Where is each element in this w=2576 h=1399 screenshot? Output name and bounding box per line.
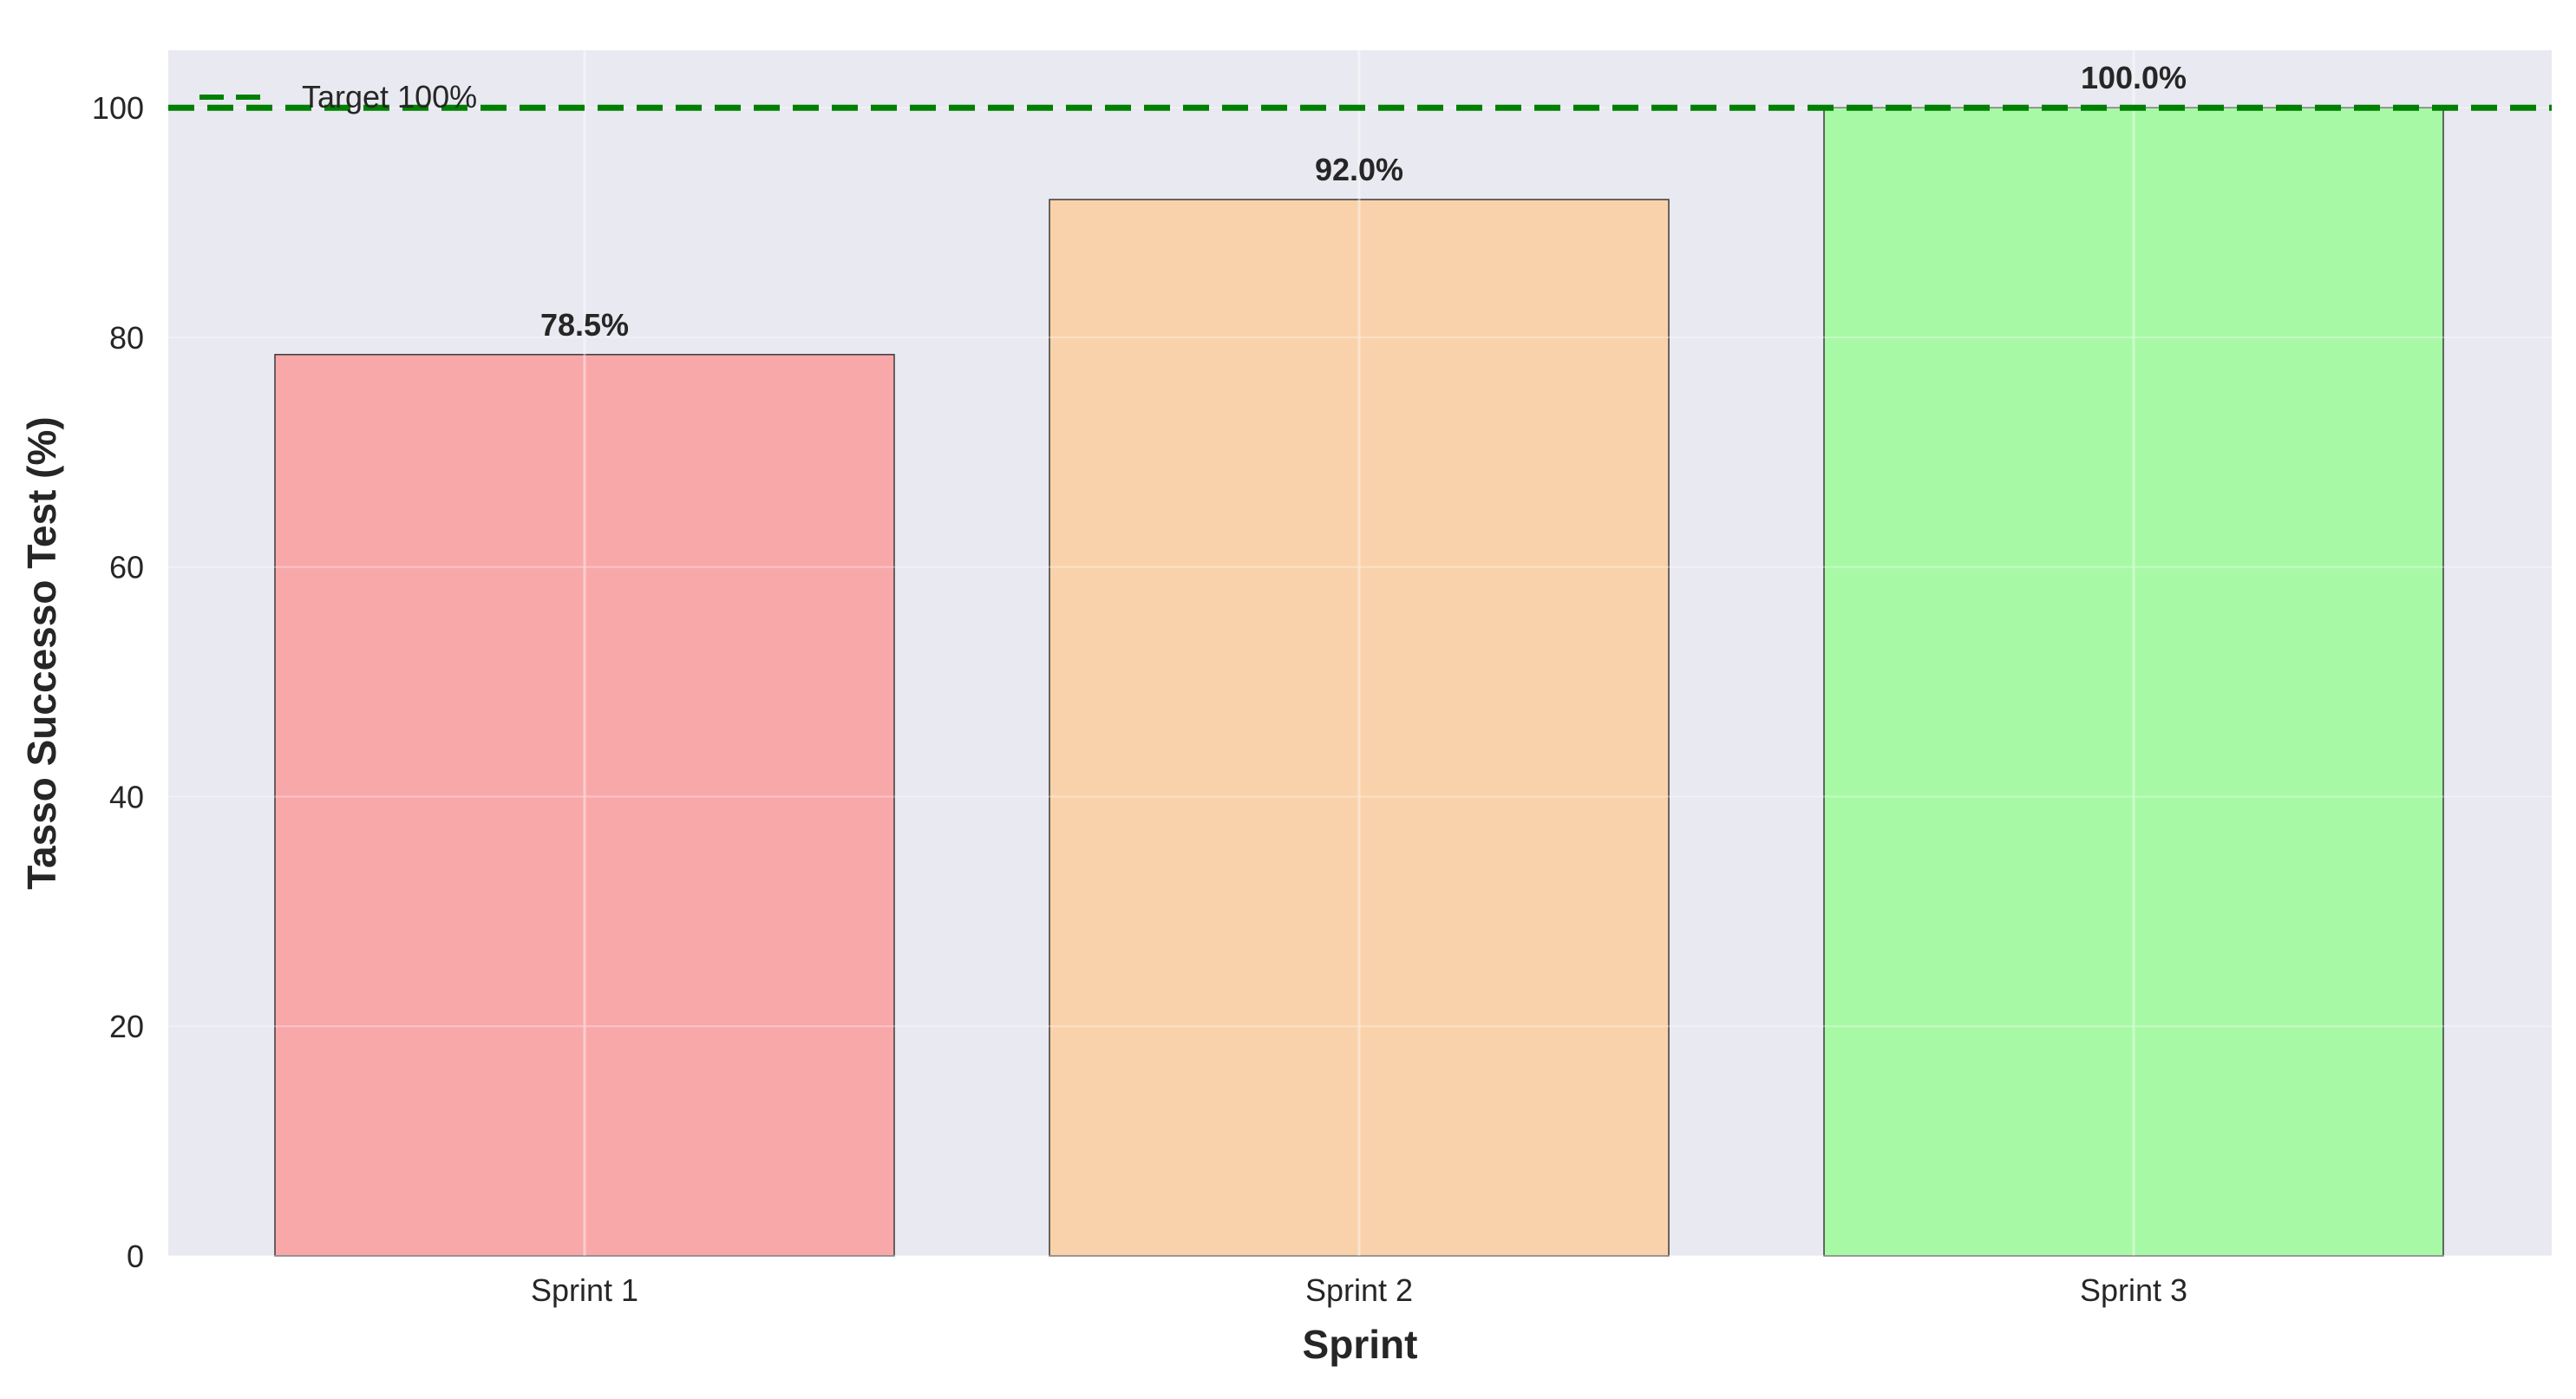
y-tick-label: 80: [109, 320, 144, 356]
data-label: 78.5%: [540, 307, 629, 343]
x-tick-label: Sprint 1: [531, 1272, 638, 1308]
x-tick-label: Sprint 2: [1305, 1272, 1413, 1308]
x-tick-label: Sprint 3: [2080, 1272, 2187, 1308]
bar: [1823, 107, 2444, 1257]
data-labels: 78.5% 92.0% 100.0%: [540, 60, 2187, 343]
legend: Target 100%: [199, 79, 477, 114]
x-axis-ticks: Sprint 1 Sprint 2 Sprint 3: [531, 1272, 2187, 1308]
legend-label: Target 100%: [302, 79, 477, 114]
bars: [274, 107, 2444, 1257]
y-tick-label: 100: [92, 90, 144, 126]
data-label: 92.0%: [1315, 152, 1403, 187]
x-axis-label: Sprint: [1303, 1322, 1418, 1367]
bar: [1049, 199, 1670, 1257]
y-axis-label: Tasso Successo Test (%): [19, 416, 64, 889]
data-label: 100.0%: [2081, 60, 2187, 95]
y-tick-label: 0: [127, 1239, 144, 1274]
bar: [274, 354, 895, 1257]
y-tick-label: 60: [109, 550, 144, 585]
y-axis-ticks: 0 20 40 60 80 100: [92, 90, 144, 1274]
y-tick-label: 20: [109, 1009, 144, 1044]
y-tick-label: 40: [109, 779, 144, 814]
